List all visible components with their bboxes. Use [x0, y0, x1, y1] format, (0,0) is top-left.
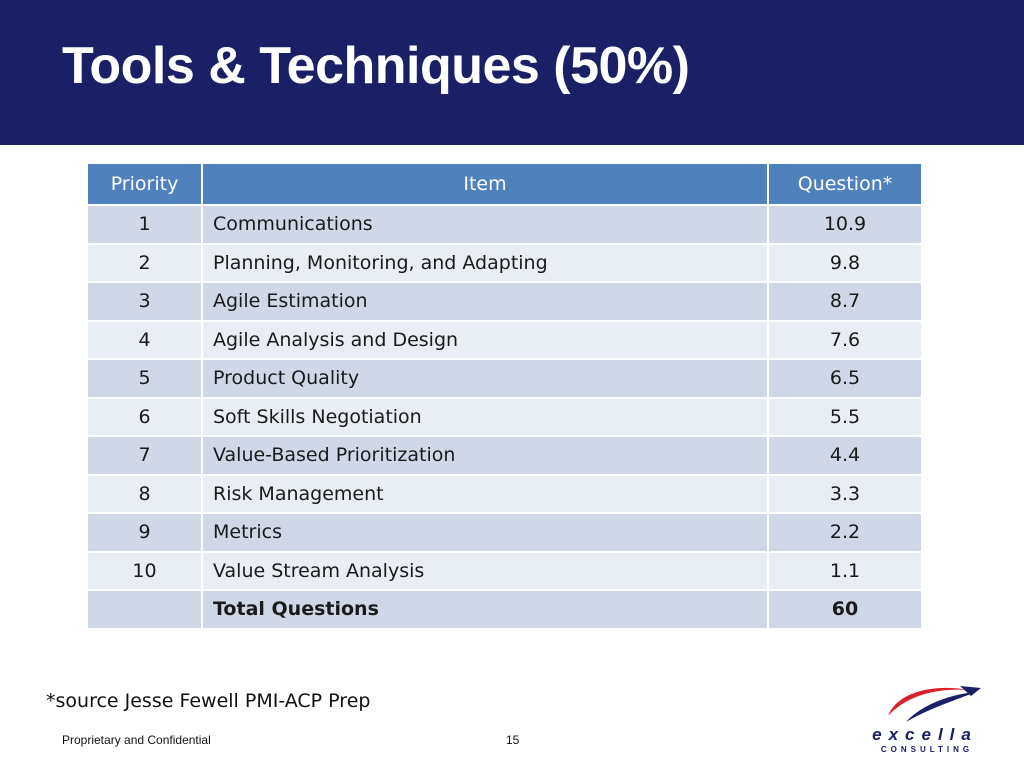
- swoosh-arrow-logo-icon: [888, 686, 981, 722]
- question-cell: 3.3: [767, 473, 923, 514]
- priority-cell: 2: [86, 242, 203, 283]
- total-empty-cell: [86, 589, 203, 630]
- table-row: 7 Value-Based Prioritization 4.4: [86, 435, 923, 476]
- footer-confidential: Proprietary and Confidential: [62, 733, 211, 747]
- priority-cell: 10: [86, 550, 203, 591]
- item-cell: Communications: [201, 204, 769, 245]
- table-row: 4 Agile Analysis and Design 7.6: [86, 319, 923, 360]
- priority-cell: 3: [86, 281, 203, 322]
- item-cell: Agile Analysis and Design: [201, 319, 769, 360]
- priority-cell: 1: [86, 204, 203, 245]
- header-question: Question*: [767, 162, 923, 206]
- question-cell: 7.6: [767, 319, 923, 360]
- table-row: 1 Communications 10.9: [86, 204, 923, 245]
- total-label: Total Questions: [201, 589, 769, 630]
- question-cell: 2.2: [767, 512, 923, 553]
- table-header-row: Priority Item Question*: [86, 162, 923, 206]
- item-cell: Planning, Monitoring, and Adapting: [201, 242, 769, 283]
- company-logo: excella CONSULTING: [860, 682, 990, 760]
- table-row: 2 Planning, Monitoring, and Adapting 9.8: [86, 242, 923, 283]
- question-cell: 5.5: [767, 396, 923, 437]
- total-row: Total Questions 60: [86, 589, 923, 630]
- question-cell: 1.1: [767, 550, 923, 591]
- page-number: 15: [506, 733, 520, 747]
- question-cell: 4.4: [767, 435, 923, 476]
- item-cell: Agile Estimation: [201, 281, 769, 322]
- priority-cell: 7: [86, 435, 203, 476]
- header-item: Item: [201, 162, 769, 206]
- item-cell: Value Stream Analysis: [201, 550, 769, 591]
- table-row: 3 Agile Estimation 8.7: [86, 281, 923, 322]
- table-row: 5 Product Quality 6.5: [86, 358, 923, 399]
- title-band: Tools & Techniques (50%): [0, 0, 1024, 145]
- table-row: 6 Soft Skills Negotiation 5.5: [86, 396, 923, 437]
- question-cell: 8.7: [767, 281, 923, 322]
- table-row: 10 Value Stream Analysis 1.1: [86, 550, 923, 591]
- question-cell: 6.5: [767, 358, 923, 399]
- total-value: 60: [767, 589, 923, 630]
- source-note: *source Jesse Fewell PMI-ACP Prep: [46, 690, 371, 712]
- priority-cell: 6: [86, 396, 203, 437]
- logo-subtitle: CONSULTING: [880, 745, 974, 754]
- priority-table: Priority Item Question* 1 Communications…: [86, 162, 923, 630]
- slide-title: Tools & Techniques (50%): [62, 37, 690, 95]
- priority-cell: 5: [86, 358, 203, 399]
- priority-cell: 9: [86, 512, 203, 553]
- table-row: 9 Metrics 2.2: [86, 512, 923, 553]
- priority-cell: 8: [86, 473, 203, 514]
- table-row: 8 Risk Management 3.3: [86, 473, 923, 514]
- item-cell: Soft Skills Negotiation: [201, 396, 769, 437]
- question-cell: 10.9: [767, 204, 923, 245]
- item-cell: Metrics: [201, 512, 769, 553]
- priority-cell: 4: [86, 319, 203, 360]
- logo-name: excella: [872, 725, 978, 744]
- question-cell: 9.8: [767, 242, 923, 283]
- item-cell: Value-Based Prioritization: [201, 435, 769, 476]
- item-cell: Product Quality: [201, 358, 769, 399]
- header-priority: Priority: [86, 162, 203, 206]
- item-cell: Risk Management: [201, 473, 769, 514]
